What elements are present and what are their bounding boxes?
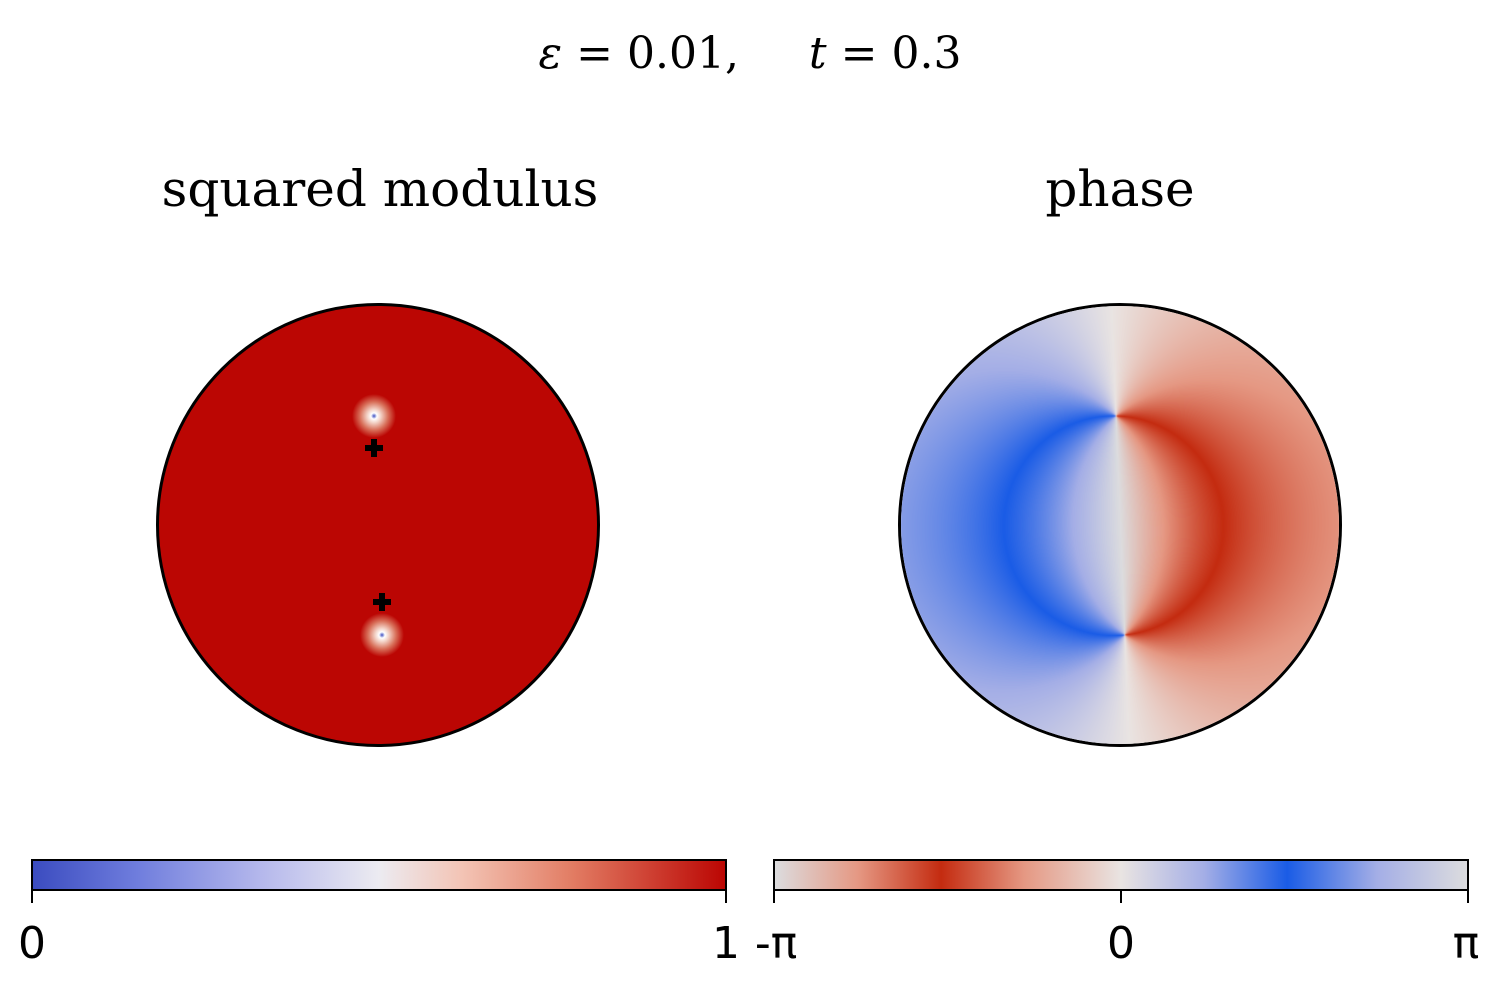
time-symbol: t [808,28,827,79]
vortex-core-1 [360,612,405,657]
epsilon-value: = 0.01, [576,28,739,79]
vortex-core-0 [351,393,396,438]
phase-colorbar-tick-zero [1120,891,1122,903]
phase-colorbar-label-min: -π [754,918,798,969]
phase-colorbar [773,859,1469,891]
modulus-panel-title: squared modulus [161,160,599,218]
phase-heatmap-canvas [901,306,1339,744]
phase-colorbar-tick-max [1467,891,1469,903]
phase-colorbar-label-max: π [1452,918,1480,969]
figure-title: ε = 0.01, t = 0.3 [0,28,1500,79]
phase-colorbar-tick-min [773,891,775,903]
modulus-colorbar-label-1: 1 [712,918,740,969]
phase-heatmap-disk [898,303,1342,747]
modulus-colorbar [31,859,727,891]
phase-colorbar-label-zero: 0 [1107,918,1135,969]
cross-marker-1 [373,592,392,611]
modulus-colorbar-tick-0 [31,891,33,903]
time-value: = 0.3 [840,28,962,79]
phase-panel-title: phase [1045,160,1195,218]
modulus-colorbar-label-0: 0 [18,918,46,969]
modulus-heatmap-disk [156,303,600,747]
epsilon-symbol: ε [538,28,563,79]
cross-marker-0 [364,439,383,458]
modulus-colorbar-tick-1 [725,891,727,903]
